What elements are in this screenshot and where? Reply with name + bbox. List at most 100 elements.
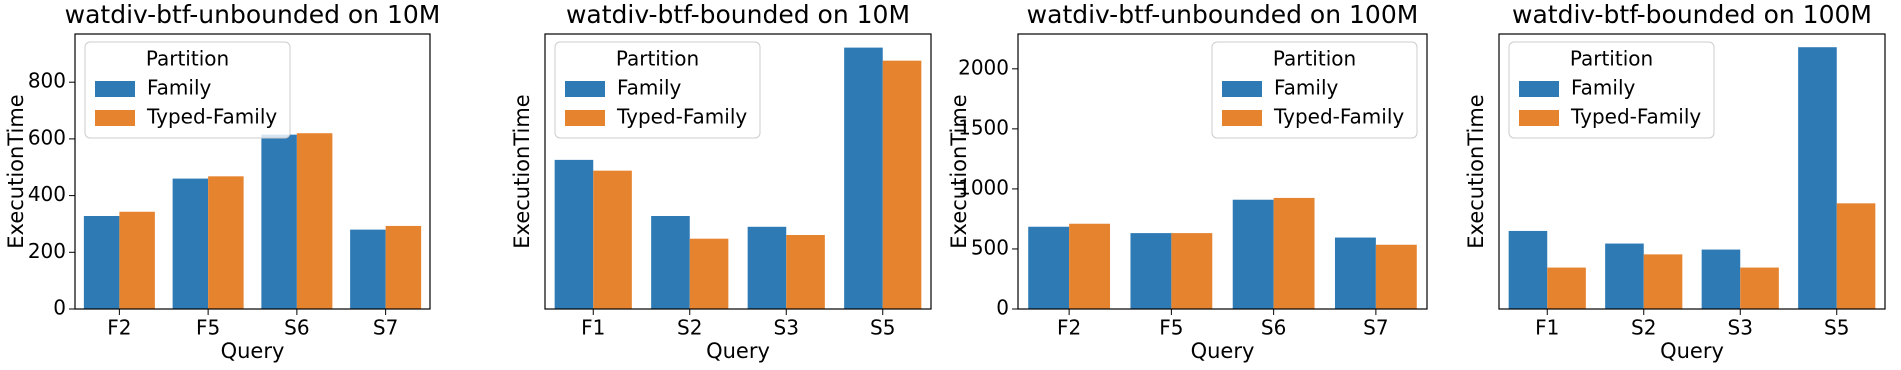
plot-frame [544,33,932,310]
x-tick-label: S3 [1728,316,1753,340]
chart-title: watdiv-btf-unbounded on 100M [1027,0,1419,29]
legend-label: Typed-Family [1570,105,1701,129]
x-tick-label: S7 [1363,316,1388,340]
bar [1375,244,1417,309]
bar [554,159,594,309]
legend-swatch [95,81,135,97]
bar [1069,223,1111,309]
x-axis-label: Query [1660,339,1724,363]
bar [1547,267,1586,309]
x-tick-label: F1 [581,316,605,340]
x-tick-label: S3 [774,316,799,340]
legend-label: Family [617,76,682,100]
x-tick-label: S2 [677,316,702,340]
bar [593,170,632,309]
x-axis-label: Query [221,339,285,363]
bar [1334,237,1376,309]
bar [1740,267,1779,309]
bar [1701,249,1741,309]
bar [689,238,729,309]
bar [1232,199,1274,309]
x-tick-label: S5 [1824,316,1849,340]
legend-box [1508,41,1715,139]
legend-box [554,41,761,139]
bar [1130,233,1172,309]
bar [1605,243,1644,309]
x-tick-label: F1 [1535,316,1559,340]
plot-frame [74,33,431,310]
y-axis-label: ExecutionTime [4,94,28,248]
bar [1798,47,1837,310]
y-tick-label: 0 [53,296,66,320]
bar [208,176,244,309]
legend-swatch [1222,81,1262,97]
x-axis-label: Query [1191,339,1255,363]
bar [1171,233,1213,309]
legend-swatch [1519,110,1559,126]
legend-label: Family [1571,76,1636,100]
y-axis-label: ExecutionTime [1464,94,1488,248]
legend-swatch [1222,110,1262,126]
bar [119,211,155,309]
chart-title: watdiv-btf-unbounded on 10M [65,0,441,29]
x-tick-label: F2 [1057,316,1081,340]
legend-label: Typed-Family [616,105,747,129]
bar [651,216,690,309]
bar [296,133,333,309]
y-axis-label: ExecutionTime [510,94,534,248]
x-axis-label: Query [706,339,770,363]
y-tick-label: 400 [28,182,66,206]
legend-label: Family [1274,76,1339,100]
legend-title: Partition [146,47,229,71]
x-tick-label: S5 [870,316,895,340]
plot-frame [1498,33,1886,310]
legend-swatch [565,81,605,97]
x-tick-label: F5 [196,316,220,340]
bar [172,178,209,309]
bar [1643,254,1683,309]
y-tick-label: 200 [28,239,66,263]
plot-frame [1017,33,1428,310]
x-tick-label: S6 [1261,316,1286,340]
y-tick-label: 0 [996,296,1009,320]
bar [83,216,120,309]
y-tick-label: 1500 [958,115,1009,139]
x-tick-label: S2 [1631,316,1656,340]
y-tick-label: 600 [28,125,66,149]
bar [385,225,422,309]
x-tick-label: S7 [373,316,398,340]
bar [350,229,386,309]
y-axis-label: ExecutionTime [947,94,971,248]
legend-box [1211,41,1418,139]
bar [1836,203,1876,309]
legend-swatch [1519,81,1559,97]
legend-label: Family [147,76,212,100]
y-tick-label: 500 [971,235,1009,259]
bar [882,60,922,310]
y-tick-label: 800 [28,69,66,93]
chart-title: watdiv-btf-bounded on 10M [566,0,910,29]
bar [1508,230,1548,309]
bar [747,226,787,309]
legend-swatch [95,110,135,126]
bar [261,134,297,309]
chart-title: watdiv-btf-bounded on 100M [1512,0,1872,29]
bar [844,47,883,309]
y-tick-label: 1000 [958,175,1009,199]
legend-label: Typed-Family [1273,105,1404,129]
x-tick-label: F2 [107,316,131,340]
legend-box [84,41,291,139]
y-tick-label: 2000 [958,55,1009,79]
bar [1273,197,1315,309]
legend-swatch [565,110,605,126]
bar [786,235,825,309]
x-tick-label: S6 [284,316,309,340]
x-tick-label: F5 [1159,316,1183,340]
legend-label: Typed-Family [146,105,277,129]
legend-title: Partition [1273,47,1356,71]
bar [1028,226,1070,309]
legend-title: Partition [1570,47,1653,71]
legend-title: Partition [616,47,699,71]
